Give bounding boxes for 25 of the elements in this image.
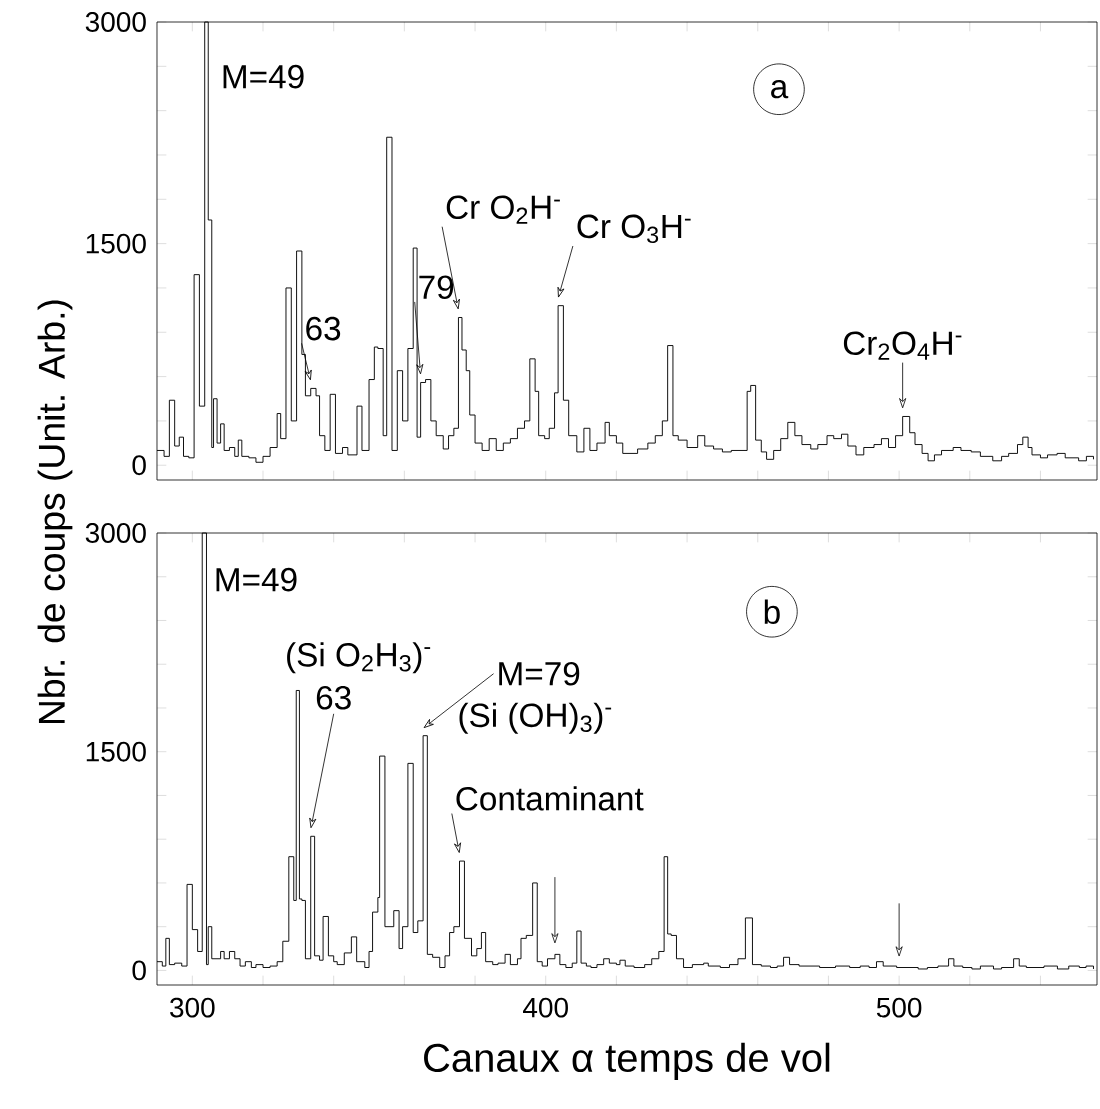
y-axis-title: Nbr. de coups (Unit. Arb.) [37, 300, 73, 724]
x-tick-label: 300 [170, 997, 215, 1018]
annotation: (Si (OH)$_{3}$)$^{-}$ [459, 702, 612, 734]
y-tick-label: 1500 [86, 233, 146, 254]
annotation: Cr O$_{3}$H$^{-}$ [577, 214, 691, 244]
y-tick-label: 3000 [85, 523, 146, 543]
annotation: M=49 [223, 64, 304, 89]
x-tick-label: 500 [876, 997, 922, 1018]
annotation: 79 [419, 275, 454, 300]
annotation: M=49 [216, 567, 297, 592]
x-tick-label: 400 [523, 997, 568, 1018]
annotation: Cr O$_{2}$H$^{-}$ [446, 195, 560, 224]
y-tick-label: 3000 [85, 12, 146, 32]
annotation: 63 [306, 316, 341, 341]
x-axis-title: Canaux α temps de vol [424, 1042, 830, 1080]
y-tick-label: 1500 [86, 741, 146, 762]
annotation: Contaminant [456, 786, 644, 811]
annotation: Cr$_{2}$O$_{4}$H$^{-}$ [843, 331, 962, 360]
y-tick-label: 0 [132, 960, 146, 981]
annotation: 63 [316, 685, 351, 710]
annotation: a [771, 80, 789, 99]
y-tick-label: 0 [132, 455, 146, 476]
annotation: b [764, 599, 780, 624]
annotation: M=79 [499, 661, 580, 686]
annotation: (Si O$_{2}$H$_{3}$)$^{-}$ [287, 642, 431, 674]
